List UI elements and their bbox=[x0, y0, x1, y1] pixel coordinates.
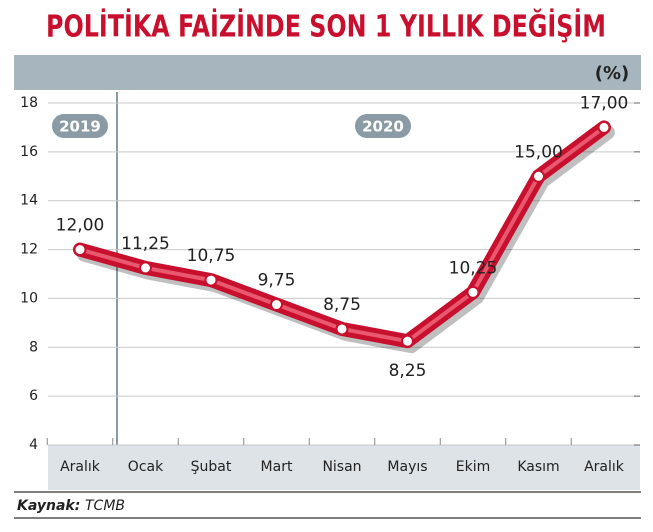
source-label: Kaynak: bbox=[17, 498, 80, 514]
point bbox=[597, 120, 611, 134]
value-label: 11,25 bbox=[121, 234, 170, 254]
point bbox=[401, 334, 414, 348]
point bbox=[532, 169, 545, 183]
y-tick-label: 14 bbox=[20, 193, 38, 209]
y-tick-label: 12 bbox=[20, 242, 38, 258]
year-label: 2019 bbox=[59, 118, 101, 136]
x-tick-label: Ekim bbox=[456, 459, 490, 475]
header-band bbox=[14, 55, 641, 90]
x-tick-label: Mayıs bbox=[387, 459, 427, 475]
point bbox=[335, 322, 349, 336]
year-pill bbox=[52, 114, 108, 138]
value-label: 12,00 bbox=[56, 216, 105, 236]
point bbox=[204, 273, 218, 287]
value-label: 10,25 bbox=[449, 258, 498, 278]
x-tick-label: Ocak bbox=[128, 459, 164, 475]
y-tick-label: 18 bbox=[20, 95, 38, 111]
x-tick-label: Şubat bbox=[191, 459, 232, 475]
value-label: 15,00 bbox=[514, 142, 563, 162]
x-tick-label: Kasım bbox=[517, 459, 559, 475]
chart-title: POLİTİKA FAİZİNDE SON 1 YILLIK DEĞİŞİM bbox=[46, 8, 606, 45]
source: TCMB bbox=[85, 498, 125, 514]
x-tick-label: Aralık bbox=[60, 459, 101, 475]
value-label: 10,75 bbox=[187, 246, 236, 266]
x-tick-label: Mart bbox=[261, 459, 293, 475]
y-tick-label: 8 bbox=[29, 339, 38, 355]
x-tick-label: Nisan bbox=[322, 459, 361, 475]
year-label: 2020 bbox=[362, 118, 404, 136]
value-label: 8,75 bbox=[323, 295, 361, 315]
y-tick-label: 4 bbox=[29, 437, 38, 453]
point bbox=[466, 285, 480, 299]
value-label: 9,75 bbox=[258, 271, 296, 291]
y-tick-label: 6 bbox=[29, 388, 38, 404]
point bbox=[139, 261, 152, 275]
point bbox=[73, 243, 87, 257]
point bbox=[270, 298, 283, 312]
x-tick-label: Aralık bbox=[584, 459, 625, 475]
category-band bbox=[48, 445, 640, 490]
year-pill bbox=[355, 114, 411, 138]
value-label: 8,25 bbox=[389, 361, 427, 381]
unit-label: (%) bbox=[595, 63, 630, 84]
value-label: 17,00 bbox=[580, 93, 629, 113]
y-tick-label: 16 bbox=[20, 144, 38, 160]
y-tick-label: 10 bbox=[20, 290, 38, 306]
